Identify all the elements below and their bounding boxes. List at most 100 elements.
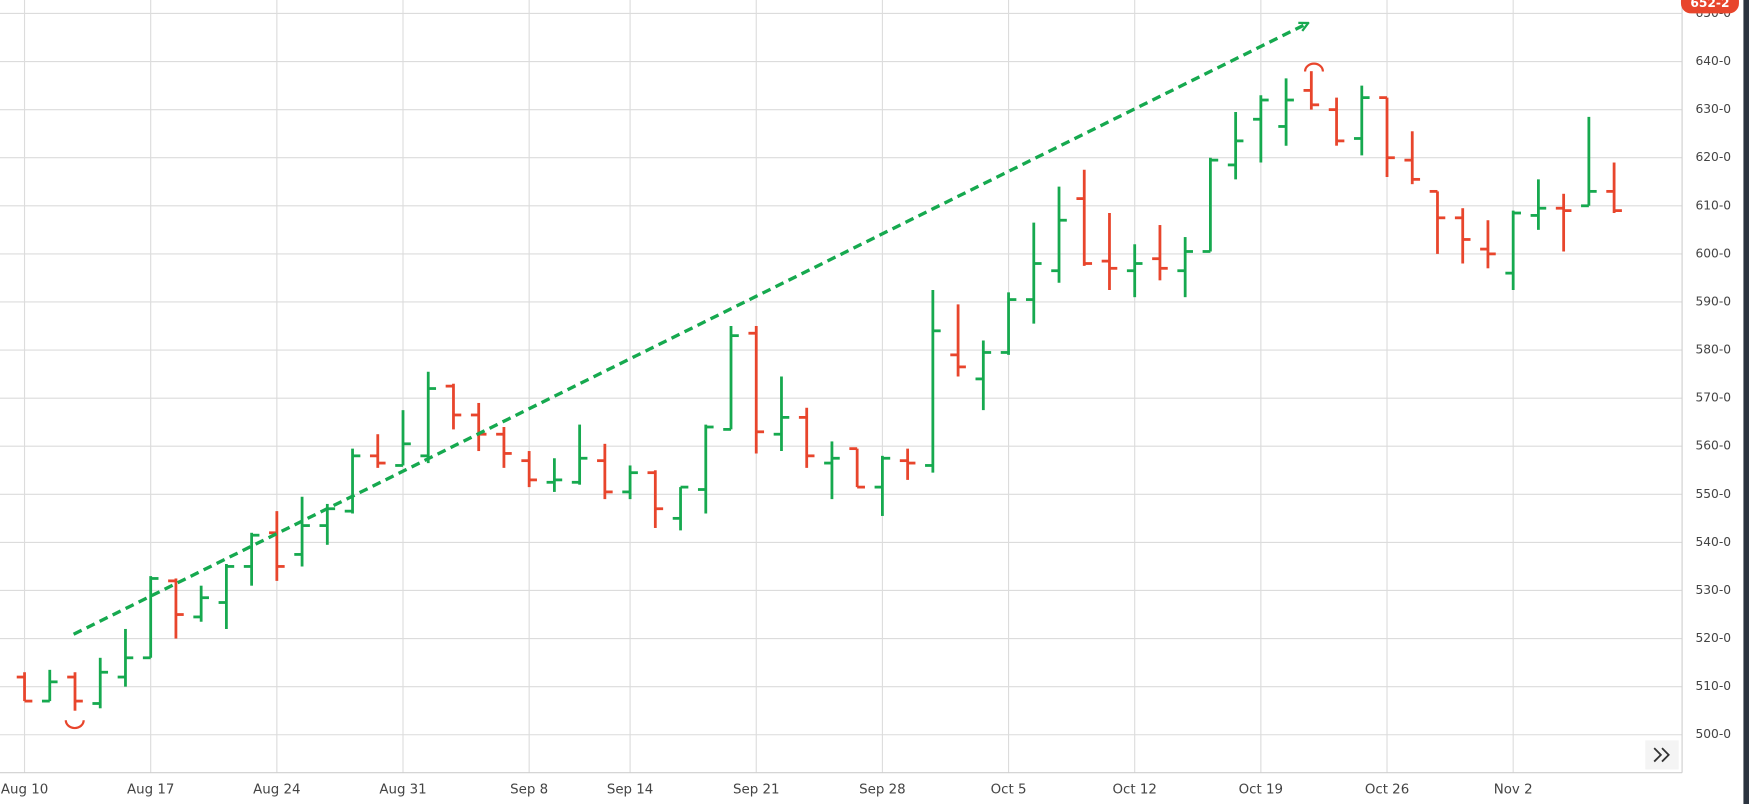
x-tick-label: Sep 14 xyxy=(607,782,653,797)
ohlc-bar xyxy=(1454,208,1471,264)
ohlc-bar xyxy=(344,448,361,514)
ohlc-bar xyxy=(1555,193,1572,252)
y-tick-label: 600-0 xyxy=(1695,246,1731,260)
ohlc-bar xyxy=(975,340,992,411)
y-tick-label: 640-0 xyxy=(1695,54,1731,68)
y-tick-label: 580-0 xyxy=(1695,343,1731,357)
ohlc-bar xyxy=(1581,116,1597,208)
ohlc-bar xyxy=(798,407,815,468)
y-tick-label: 560-0 xyxy=(1695,439,1731,453)
ohlc-bar xyxy=(1505,210,1521,290)
ohlc-bar xyxy=(622,465,638,500)
ohlc-bar xyxy=(16,672,33,703)
ohlc-bar xyxy=(1000,292,1017,355)
y-tick-label: 620-0 xyxy=(1695,150,1731,164)
ohlc-bar xyxy=(1177,237,1193,298)
ohlc-bar xyxy=(1606,162,1622,214)
y-tick-label: 510-0 xyxy=(1695,679,1731,693)
x-tick-label: Oct 12 xyxy=(1113,782,1157,797)
y-tick-label: 540-0 xyxy=(1695,535,1731,549)
y-tick-label: 500-0 xyxy=(1695,727,1731,741)
ohlc-bar xyxy=(470,402,487,452)
ohlc-bar xyxy=(1051,186,1067,283)
ohlc-bar xyxy=(168,578,184,639)
x-tick-label: Oct 19 xyxy=(1239,782,1283,797)
ohlc-bar xyxy=(1530,179,1547,230)
x-tick-label: Sep 28 xyxy=(859,782,905,797)
ohlc-bar xyxy=(849,447,865,489)
ohlc-bar xyxy=(1076,169,1093,266)
ohlc-bar xyxy=(1404,131,1421,185)
ohlc-bar xyxy=(142,576,159,660)
ohlc-bar xyxy=(243,532,260,586)
price-badge: 652-2 xyxy=(1690,0,1729,10)
ohlc-bar xyxy=(1379,96,1395,177)
ohlc-bar xyxy=(193,585,209,622)
ohlc-bar xyxy=(1353,85,1370,156)
ohlc-bar xyxy=(723,326,739,431)
grid xyxy=(0,0,1683,773)
ohlc-bar xyxy=(1429,189,1446,254)
ohlc-bar xyxy=(950,304,966,377)
ohlc-bar xyxy=(1152,225,1168,281)
y-tick-label: 570-0 xyxy=(1695,391,1731,405)
side-strip xyxy=(1743,0,1749,804)
ohlc-bar xyxy=(672,485,689,531)
ohlc-bar xyxy=(1303,71,1320,110)
ohlc-bar xyxy=(395,410,411,467)
ohlc-bar xyxy=(899,448,916,480)
ohlc-bar xyxy=(571,424,588,485)
ohlc-bar xyxy=(117,628,134,687)
x-tick-label: Sep 8 xyxy=(510,782,548,797)
x-tick-label: Oct 26 xyxy=(1365,782,1409,797)
bars xyxy=(16,71,1622,711)
ohlc-bar xyxy=(420,371,437,464)
price-badge-bg xyxy=(1680,0,1739,14)
x-tick-label: Nov 2 xyxy=(1494,782,1533,797)
scroll-button-icon[interactable] xyxy=(1653,747,1670,763)
ohlc-bar xyxy=(597,443,613,500)
ohlc-bar xyxy=(1278,78,1294,146)
scroll-button[interactable] xyxy=(1645,740,1679,770)
y-tick-label: 630-0 xyxy=(1695,102,1731,116)
ohlc-bar xyxy=(773,376,790,452)
ohlc-bar xyxy=(294,496,310,567)
ohlc-bar xyxy=(269,511,285,581)
trend-arrow xyxy=(72,23,1308,636)
ohlc-bar xyxy=(1025,222,1042,324)
y-tick-label: 590-0 xyxy=(1695,294,1731,308)
swing-high-marker xyxy=(1303,62,1325,72)
ohlc-bar xyxy=(697,424,714,514)
ohlc-bar xyxy=(1253,95,1269,163)
ohlc-bar xyxy=(445,383,462,430)
ohlc-bar xyxy=(1328,97,1345,146)
ohlc-bar xyxy=(67,672,83,711)
ohlc-bar xyxy=(369,434,386,468)
ohlc-bar xyxy=(521,451,537,488)
ohlc-bar xyxy=(496,426,512,468)
ohlc-bar xyxy=(874,455,891,516)
ohlc-bar xyxy=(748,326,765,454)
x-tick-label: Aug 10 xyxy=(1,782,48,797)
x-tick-label: Sep 21 xyxy=(733,782,779,797)
ohlc-bar xyxy=(92,657,109,709)
x-tick-label: Aug 17 xyxy=(127,782,174,797)
y-tick-label: 550-0 xyxy=(1695,487,1731,501)
ohlc-bar xyxy=(647,470,664,528)
y-tick-label: 610-0 xyxy=(1695,198,1731,212)
x-tick-label: Oct 5 xyxy=(991,782,1027,797)
ohlc-bar xyxy=(1227,112,1244,180)
x-tick-label: Aug 31 xyxy=(379,782,426,797)
y-tick-label: 520-0 xyxy=(1695,631,1731,645)
ohlc-bar xyxy=(1101,213,1118,290)
y-tick-label: 530-0 xyxy=(1695,583,1731,597)
ohlc-bar xyxy=(925,289,941,473)
ohlc-bar xyxy=(1202,157,1219,253)
ohlc-bar xyxy=(41,669,58,703)
labels: 500-0 510-0 520-0 530-0 540-0 550-0 560-0 570-0… xyxy=(1,6,1731,798)
ohlc-bar xyxy=(1126,244,1143,298)
ohlc-bar xyxy=(1480,220,1496,269)
ohlc-bar xyxy=(546,458,563,492)
